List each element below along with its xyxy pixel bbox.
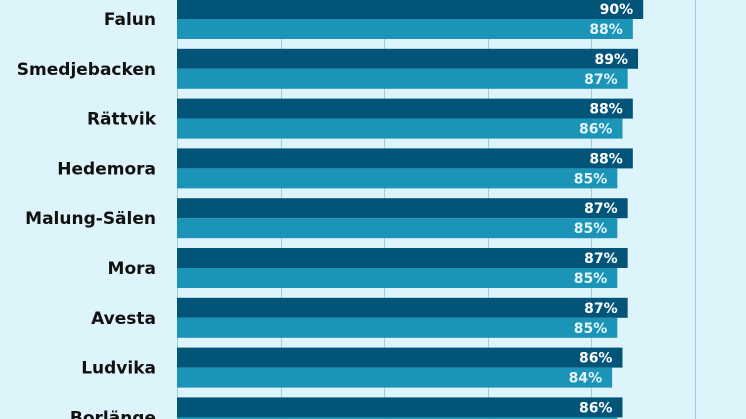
value-label: 86% [579, 400, 613, 416]
bar-series-1 [177, 347, 623, 368]
bar-series-2 [177, 68, 628, 89]
bar-series-2 [177, 19, 633, 39]
value-label: 88% [589, 22, 623, 38]
bar-series-1 [177, 297, 628, 318]
value-label: 89% [595, 52, 629, 68]
value-label: 85% [574, 321, 608, 337]
bar-series-1 [177, 198, 628, 219]
bar-series-1 [177, 0, 644, 19]
bar-series-2 [177, 417, 618, 419]
bar-series-2 [177, 118, 623, 139]
category-label: Rättvik [87, 110, 157, 130]
bar-series-1 [177, 248, 628, 268]
bars [177, 0, 644, 419]
value-labels: 90% 88% 89% 87% 88% 86% 88% 85% 87% 85% 87% 85% 87% 8… [569, 2, 634, 416]
value-label: 87% [584, 301, 618, 317]
value-label: 86% [579, 351, 613, 367]
value-label: 88% [589, 102, 623, 118]
value-label: 90% [600, 2, 634, 18]
category-label: Hedemora [57, 159, 156, 179]
category-label: Borlänge [70, 408, 156, 419]
bar-series-2 [177, 218, 618, 239]
category-label: Ludvika [81, 359, 156, 379]
value-label: 87% [584, 201, 618, 217]
category-label: Smedjebacken [17, 60, 156, 80]
bar-series-2 [177, 168, 618, 189]
value-label: 85% [574, 271, 608, 287]
bar-series-2 [177, 367, 613, 388]
bar-series-1 [177, 48, 639, 69]
value-label: 84% [569, 371, 603, 387]
bar-series-2 [177, 268, 618, 288]
value-label: 85% [574, 221, 608, 237]
value-label: 87% [584, 72, 618, 88]
category-labels: Falun Smedjebacken Rättvik Hedemora Malung-S… [17, 10, 157, 419]
bar-series-2 [177, 317, 618, 338]
bar-series-1 [177, 397, 623, 418]
value-label: 87% [584, 251, 618, 267]
category-label: Avesta [91, 309, 156, 329]
bar-series-1 [177, 98, 633, 119]
category-label: Mora [108, 259, 156, 279]
value-label: 86% [579, 122, 613, 138]
value-label: 85% [574, 171, 608, 187]
value-label: 88% [589, 151, 623, 167]
category-label: Malung-Sälen [25, 209, 156, 229]
bar-series-1 [177, 148, 633, 169]
category-label: Falun [104, 10, 156, 30]
